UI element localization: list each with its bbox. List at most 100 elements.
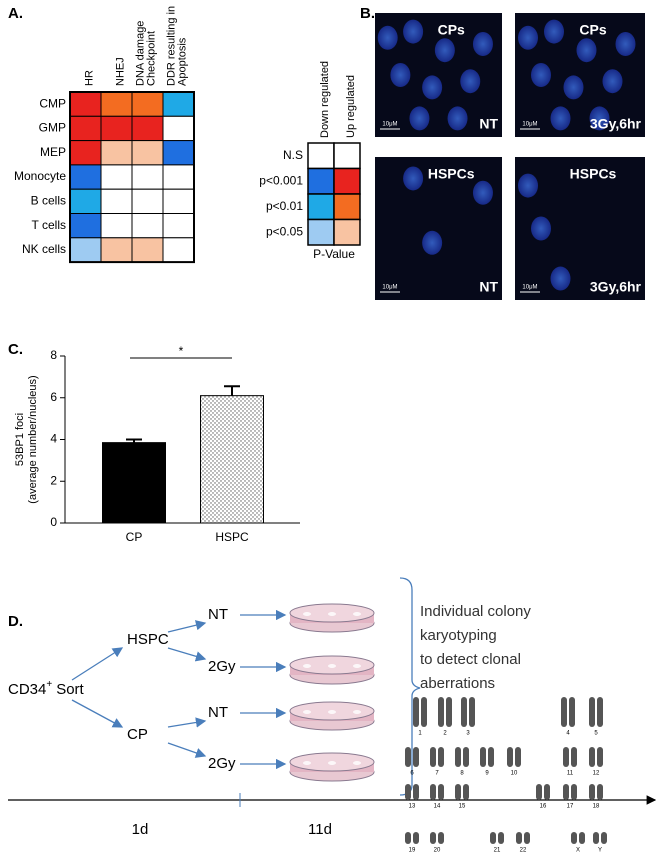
- legend-header: Up regulated: [345, 75, 357, 138]
- karyotype-label: 9: [485, 771, 489, 777]
- row-label: T cells: [32, 218, 66, 232]
- nucleus: [403, 166, 424, 191]
- chromosome: [455, 784, 461, 800]
- karyotype-label: 18: [593, 804, 600, 810]
- chromosome: [438, 784, 444, 800]
- heat-cell: [100, 115, 133, 142]
- chromosome: [498, 832, 504, 844]
- arrow: [167, 717, 207, 728]
- chromosome: [463, 747, 469, 767]
- nucleus: [377, 25, 398, 50]
- heat-cell: [162, 140, 195, 166]
- bar: [102, 442, 166, 524]
- colony: [328, 710, 336, 714]
- karyotype-label: 15: [459, 804, 466, 810]
- karyotype-label: 5: [594, 731, 598, 737]
- heat-cell: [131, 237, 164, 263]
- row-label: CMP: [39, 96, 66, 110]
- colony: [353, 710, 361, 714]
- chromosome: [589, 784, 595, 800]
- heat-cell: [131, 115, 164, 142]
- colony: [303, 664, 311, 668]
- nucleus: [531, 63, 551, 87]
- arrow: [71, 647, 124, 681]
- chromosome: [438, 697, 444, 727]
- legend-header: Down regulated: [319, 61, 331, 138]
- heat-cell: [100, 164, 133, 190]
- chromosome: [413, 784, 419, 800]
- chromosome: [438, 832, 444, 844]
- treatment-node: NT: [208, 606, 228, 623]
- bar: [200, 395, 264, 524]
- y-tick-label: 6: [50, 390, 57, 404]
- nucleus: [472, 32, 493, 56]
- scale-label: 10μM: [522, 285, 537, 291]
- image-title: HSPCs: [428, 166, 475, 182]
- karyotype-label: 19: [409, 848, 416, 854]
- chromosome: [561, 697, 567, 727]
- heat-cell: [131, 188, 164, 214]
- nucleus: [460, 69, 481, 94]
- karyotype-label: 14: [434, 804, 441, 810]
- chromosome: [405, 747, 411, 767]
- chromosome: [469, 697, 475, 727]
- row-label: GMP: [39, 121, 66, 135]
- chromosome: [593, 832, 599, 844]
- nucleus: [550, 106, 571, 131]
- legend-cell: [333, 142, 361, 170]
- karyotype-label: 20: [434, 848, 441, 854]
- colony: [303, 710, 311, 714]
- arrow: [71, 699, 124, 728]
- legend-label: p<0.01: [266, 199, 303, 213]
- chromosome: [571, 747, 577, 767]
- chromosome: [515, 747, 521, 767]
- legend-cell: [307, 167, 335, 195]
- chromosome: [597, 697, 603, 727]
- colony: [353, 664, 361, 668]
- image-condition: NT: [479, 279, 498, 295]
- column-header: HR: [83, 70, 95, 86]
- nucleus: [409, 106, 430, 131]
- treatment-node: NT: [208, 704, 228, 721]
- colony: [328, 612, 336, 616]
- description: Individual colony: [420, 603, 531, 620]
- image-condition: NT: [479, 116, 498, 132]
- description: to detect clonal: [420, 651, 521, 668]
- panel-label: A.: [8, 5, 23, 22]
- heat-cell: [131, 164, 164, 190]
- column-header: Apoptosis: [176, 37, 188, 86]
- bracket: [399, 577, 421, 796]
- heat-cell: [131, 140, 164, 166]
- karyotype-label: 2: [443, 731, 447, 737]
- image-condition: 3Gy,6hr: [590, 116, 642, 132]
- group-node: HSPC: [127, 631, 169, 648]
- y-tick-label: 2: [50, 473, 57, 487]
- chromosome: [413, 697, 419, 727]
- x-tick-label: HSPC: [215, 530, 249, 544]
- description: karyotyping: [420, 627, 497, 644]
- error-bar: [224, 385, 240, 396]
- karyotype-label: Y: [598, 848, 602, 854]
- karyotype-label: 10: [511, 771, 518, 777]
- chromosome: [524, 832, 530, 844]
- chromosome: [579, 832, 585, 844]
- karyotype-label: 16: [540, 804, 547, 810]
- row-label: B cells: [31, 194, 66, 208]
- karyotype-label: 17: [567, 804, 574, 810]
- chromosome: [571, 832, 577, 844]
- nucleus: [472, 180, 493, 205]
- chromosome: [413, 747, 419, 767]
- chromosome: [569, 697, 575, 727]
- nucleus: [422, 230, 443, 255]
- scale-label: 10μM: [382, 122, 397, 128]
- karyotype-label: 13: [409, 804, 416, 810]
- panel-label: C.: [8, 341, 23, 358]
- chromosome: [490, 832, 496, 844]
- chromosome: [589, 747, 595, 767]
- heat-cell: [69, 164, 102, 190]
- heat-cell: [100, 140, 133, 166]
- row-label: MEP: [40, 145, 66, 159]
- row-label: Monocyte: [14, 169, 66, 183]
- chromosome: [446, 697, 452, 727]
- significance-mark: *: [179, 344, 184, 358]
